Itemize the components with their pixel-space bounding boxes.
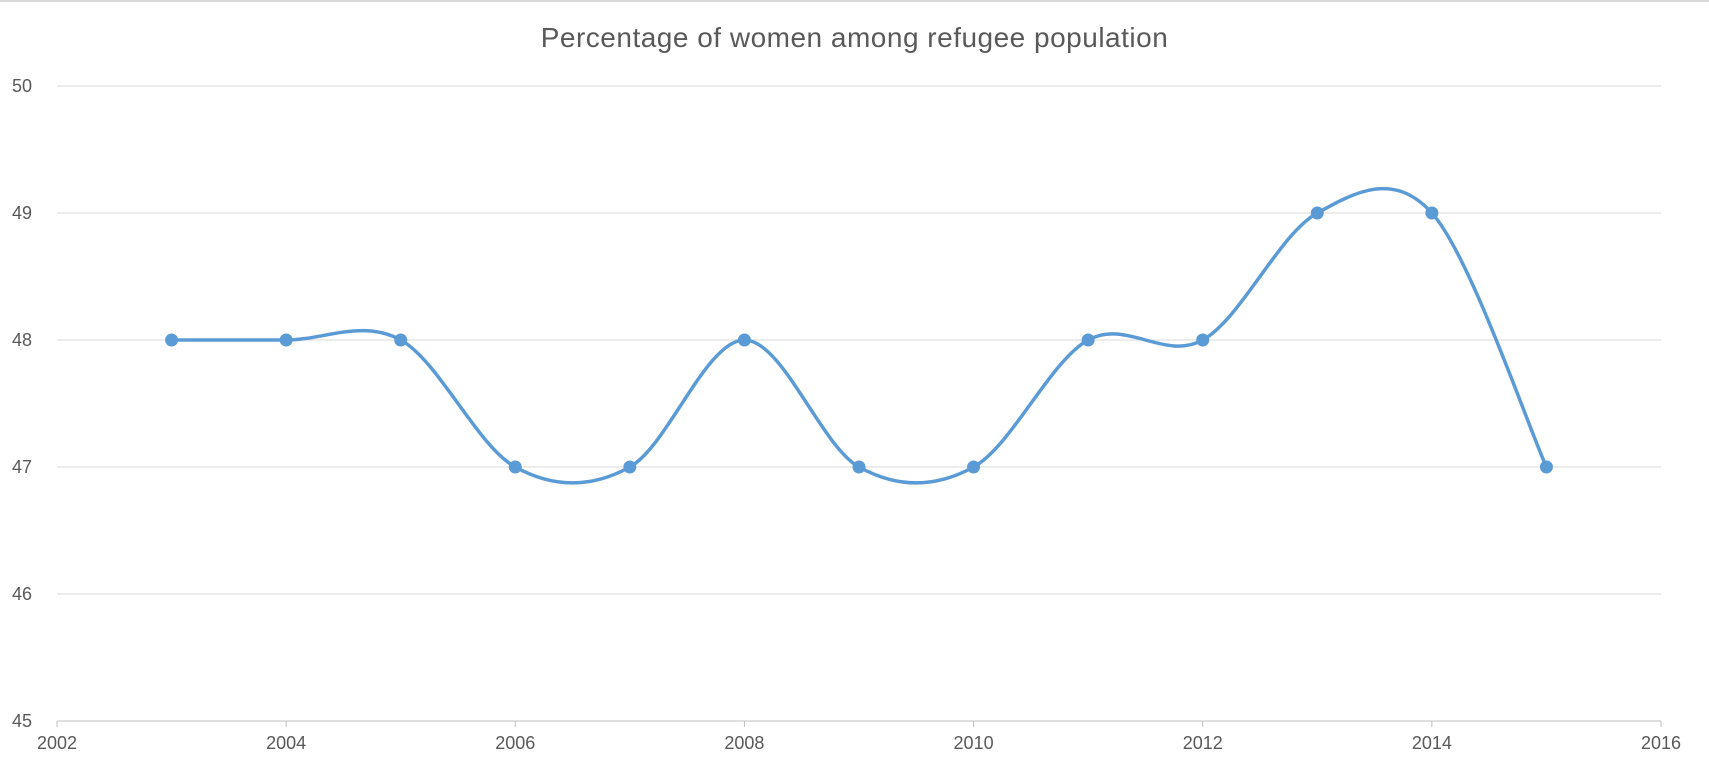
- data-point: [165, 333, 179, 347]
- x-tick-label: 2014: [1412, 733, 1452, 753]
- data-point: [1539, 460, 1553, 474]
- x-tick-label: 2002: [37, 733, 77, 753]
- data-point: [1196, 333, 1210, 347]
- x-tick-label: 2016: [1641, 733, 1681, 753]
- data-point: [967, 460, 981, 474]
- x-tick-label: 2008: [724, 733, 764, 753]
- data-point: [279, 333, 293, 347]
- y-tick-label: 50: [12, 76, 32, 96]
- data-point: [737, 333, 751, 347]
- y-tick-label: 47: [12, 457, 32, 477]
- chart-title: Percentage of women among refugee popula…: [540, 22, 1169, 53]
- data-point: [1310, 206, 1324, 220]
- data-point: [394, 333, 408, 347]
- data-point: [1425, 206, 1439, 220]
- y-tick-label: 46: [12, 584, 32, 604]
- y-tick-label: 49: [12, 203, 32, 223]
- x-tick-label: 2012: [1183, 733, 1223, 753]
- x-tick-label: 2006: [495, 733, 535, 753]
- data-point: [623, 460, 637, 474]
- series-line: [169, 186, 1549, 485]
- x-tick-label: 2010: [954, 733, 994, 753]
- x-tick-label: 2004: [266, 733, 306, 753]
- y-tick-label: 48: [12, 330, 32, 350]
- y-tick-label: 45: [12, 711, 32, 731]
- data-point: [1081, 333, 1095, 347]
- data-point: [508, 460, 522, 474]
- data-point: [852, 460, 866, 474]
